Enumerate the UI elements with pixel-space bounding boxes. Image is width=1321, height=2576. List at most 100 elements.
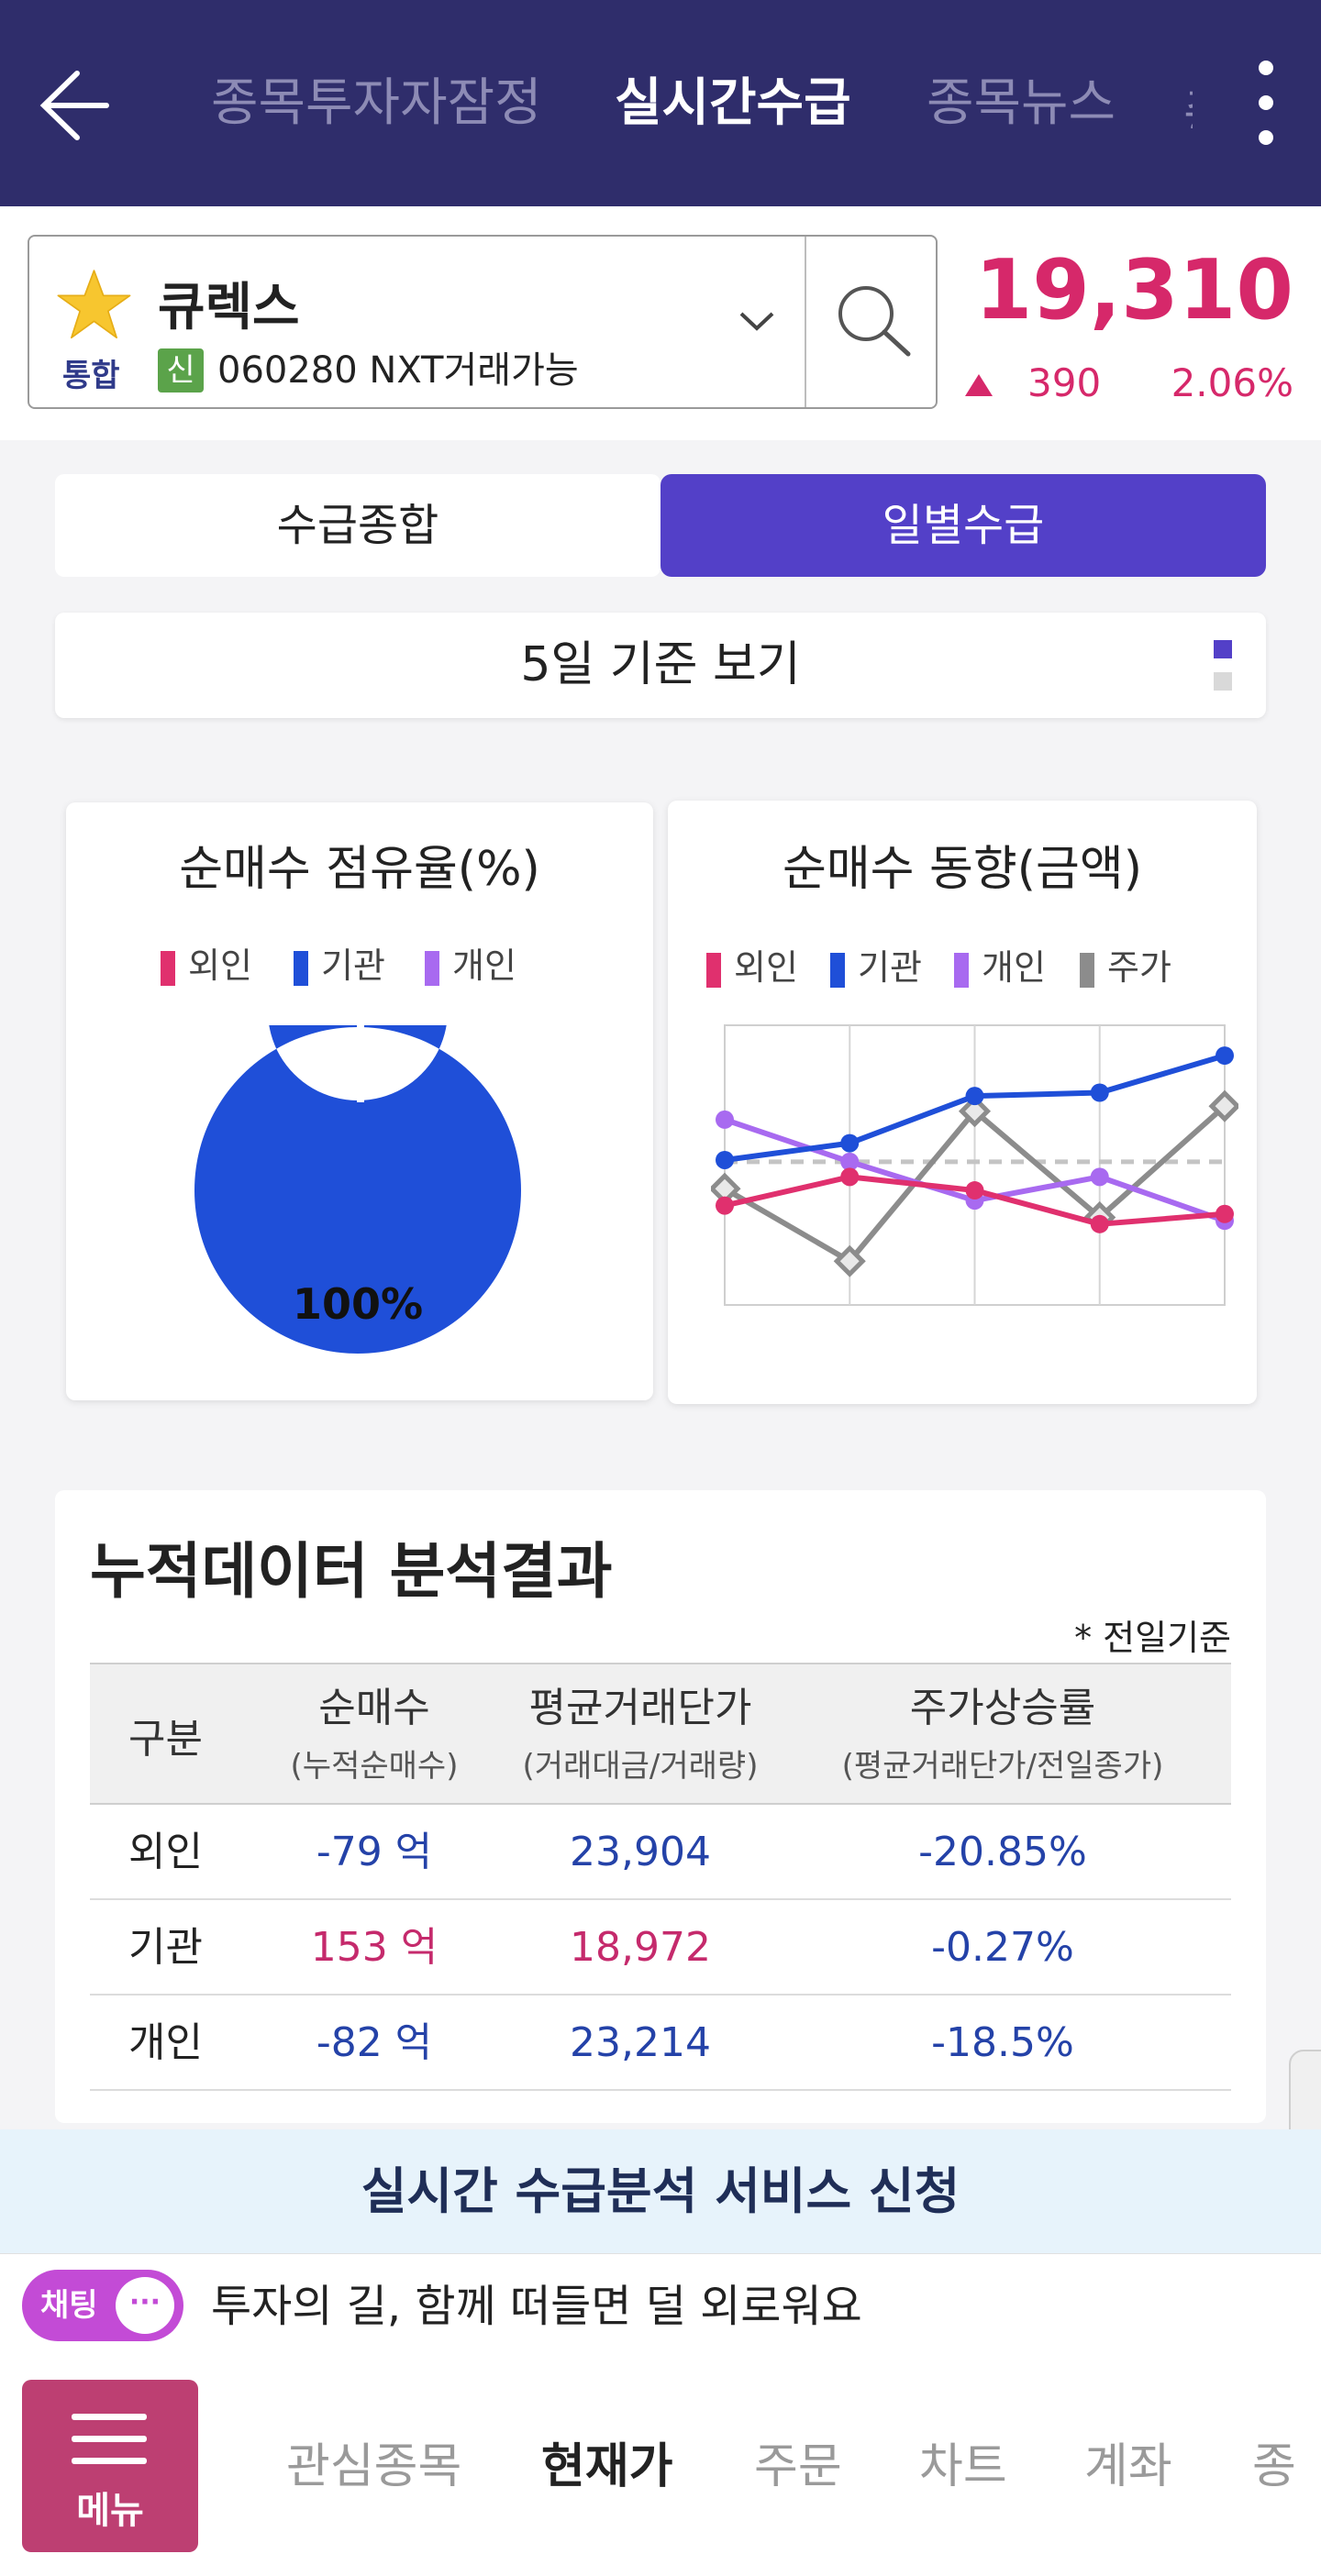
data-point xyxy=(965,1181,984,1200)
trend-chart-title: 순매수 동향(금액) xyxy=(783,842,1142,897)
share-donut-chart xyxy=(194,1025,521,1354)
top-app-bar xyxy=(0,0,1321,206)
table-row xyxy=(90,1996,1231,2091)
legend-item-individual: 개인 xyxy=(425,945,516,987)
nav-more[interactable]: 종 xyxy=(1252,2439,1296,2494)
legend-label: 개인 xyxy=(982,947,1046,988)
column-subheader: (거래대금/거래량) xyxy=(522,1748,759,1785)
legend-label: 외인 xyxy=(734,947,798,988)
data-point xyxy=(1090,1167,1109,1187)
column-subheader: (평균거래단가/전일종가) xyxy=(841,1748,1164,1785)
donut-slice xyxy=(194,1025,521,1354)
legend-swatch xyxy=(294,950,308,986)
column-header: 평균거래단가 xyxy=(528,1685,752,1731)
data-point xyxy=(840,1152,860,1171)
legend-item-institution: 기관 xyxy=(294,945,385,987)
more-options-icon[interactable] xyxy=(1248,61,1284,152)
market-label: 통합 xyxy=(62,358,120,394)
data-point xyxy=(958,1095,992,1128)
data-point xyxy=(965,1087,984,1106)
data-point xyxy=(1090,1083,1109,1102)
column-header: 주가상승률 xyxy=(909,1685,1096,1731)
data-point xyxy=(716,1110,734,1129)
legend-swatch xyxy=(161,950,175,986)
promo-text[interactable]: 실시간 수급분석 서비스 신청 xyxy=(361,2162,960,2220)
hamburger-icon[interactable] xyxy=(72,2458,147,2464)
selector-divider xyxy=(805,237,806,407)
data-point xyxy=(833,1244,866,1277)
donut-data-label: 100% xyxy=(292,1279,424,1329)
table-row xyxy=(90,1805,1231,1900)
nav-current-price[interactable]: 현재가 xyxy=(541,2439,673,2494)
data-point xyxy=(1216,1204,1234,1223)
accumulated-card xyxy=(55,1490,1266,2123)
tab-investor-provisional[interactable]: 종목투자자잠정 xyxy=(211,73,542,133)
legend-label: 외인 xyxy=(188,945,252,986)
row-label: 기관 xyxy=(128,1924,203,1971)
period-selector[interactable]: 5일 기준 보기 xyxy=(55,613,1266,718)
favorite-star-icon[interactable] xyxy=(55,266,133,344)
table-header xyxy=(90,1663,1231,1805)
net-buy-value: -82 억 xyxy=(316,2019,433,2066)
row-label: 개인 xyxy=(128,2019,203,2066)
legend-swatch xyxy=(954,952,969,988)
menu-button[interactable] xyxy=(22,2380,198,2552)
current-price: 19,310 xyxy=(974,242,1293,338)
nav-account[interactable]: 계좌 xyxy=(1084,2439,1172,2494)
chat-message[interactable]: 투자의 길, 함께 떠들면 덜 외로워요 xyxy=(211,2281,862,2332)
price-change-percent: 2.06% xyxy=(1171,360,1293,405)
tab-realtime-supply[interactable]: 실시간수급 xyxy=(615,73,851,133)
price-change: 390 xyxy=(1027,360,1102,405)
nav-chart[interactable]: 차트 xyxy=(919,2439,1007,2494)
hamburger-icon[interactable] xyxy=(72,2414,147,2420)
avg-price-value: 18,972 xyxy=(570,1924,711,1971)
legend-swatch xyxy=(706,952,721,988)
legend-label: 기관 xyxy=(321,945,385,986)
legend-label: 기관 xyxy=(858,947,922,988)
legend-item-institution: 기관 xyxy=(830,946,922,989)
legend-swatch xyxy=(425,950,439,986)
pager-indicator-active xyxy=(1214,640,1232,658)
tab-supply-summary[interactable]: 수급종합 xyxy=(55,474,660,577)
nav-order[interactable]: 주문 xyxy=(754,2439,842,2494)
data-point xyxy=(1090,1214,1109,1233)
avg-price-value: 23,904 xyxy=(570,1829,711,1875)
chevron-down-icon[interactable] xyxy=(734,303,780,339)
legend-item-individual: 개인 xyxy=(954,946,1046,989)
hamburger-icon[interactable] xyxy=(72,2436,147,2442)
stock-code: 060280 NXT거래가능 xyxy=(217,349,579,392)
nav-watchlist[interactable]: 관심종목 xyxy=(286,2439,462,2494)
credit-badge: 신 xyxy=(158,348,204,392)
tab-daily-supply[interactable]: 일별수급 xyxy=(660,474,1266,577)
data-point xyxy=(1208,1089,1238,1122)
trend-line-chart xyxy=(711,1024,1238,1306)
stock-name: 큐렉스 xyxy=(158,278,300,337)
promo-banner[interactable] xyxy=(0,2129,1321,2253)
net-buy-value: -79 억 xyxy=(316,1829,433,1875)
chat-bar xyxy=(0,2253,1321,2359)
tab-stock-news[interactable]: 종목뉴스 xyxy=(927,73,1116,133)
menu-label[interactable]: 메뉴 xyxy=(76,2490,144,2532)
legend-label: 주가 xyxy=(1107,947,1171,988)
row-label: 외인 xyxy=(128,1829,203,1875)
back-arrow-icon[interactable] xyxy=(33,64,116,147)
data-point xyxy=(1216,1046,1234,1066)
chat-bubble-icon[interactable]: ··· xyxy=(116,2277,174,2334)
data-point xyxy=(840,1133,860,1153)
legend-item-foreign: 외인 xyxy=(161,945,252,987)
share-chart-title: 순매수 점유율(%) xyxy=(179,842,540,897)
data-point xyxy=(840,1167,860,1187)
tab-overflow-label[interactable]: 종 xyxy=(1183,73,1193,128)
legend-label: 개인 xyxy=(452,945,516,986)
data-point xyxy=(716,1196,734,1215)
section-title: 누적데이터 분석결과 xyxy=(90,1536,613,1607)
column-header: 구분 xyxy=(128,1716,203,1763)
legend-item-foreign: 외인 xyxy=(706,946,798,989)
rise-rate-value: -20.85% xyxy=(918,1829,1087,1875)
search-icon[interactable] xyxy=(826,275,917,367)
basis-note: * 전일기준 xyxy=(1074,1618,1231,1658)
legend-swatch xyxy=(830,952,845,988)
chat-button-label[interactable]: 채팅 xyxy=(40,2287,98,2324)
rise-rate-value: -18.5% xyxy=(931,2019,1074,2066)
donut-slice-gap xyxy=(357,1025,364,1102)
